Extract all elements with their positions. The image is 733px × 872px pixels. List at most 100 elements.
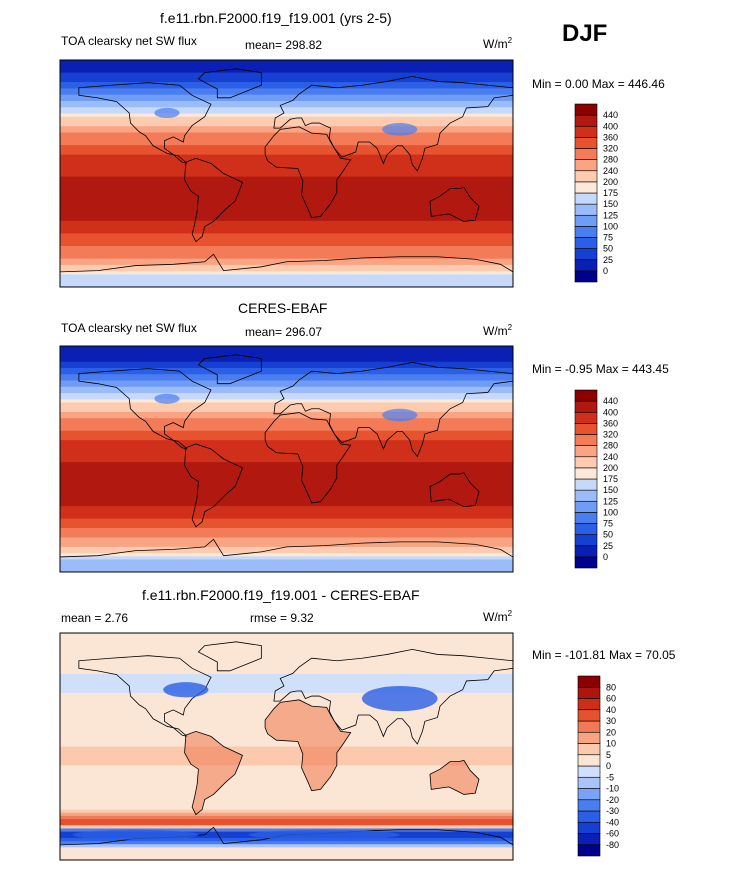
colorbar-swatch — [574, 489, 598, 502]
zonal-band — [60, 138, 513, 143]
zonal-band — [60, 160, 513, 165]
zonal-band — [60, 393, 513, 397]
zonal-band — [60, 411, 513, 416]
zonal-band — [60, 252, 513, 256]
zonal-band — [60, 781, 513, 785]
zonal-band — [60, 556, 513, 560]
zonal-band — [60, 658, 513, 662]
zonal-band — [60, 374, 513, 378]
zonal-band — [60, 179, 513, 184]
colorbar-swatch — [577, 675, 601, 688]
colorbar-swatch — [574, 423, 598, 435]
antarctica-outline — [60, 538, 513, 572]
zonal-band — [60, 408, 513, 413]
zonal-band — [60, 553, 513, 557]
map-frame — [59, 59, 514, 288]
zonal-band — [60, 440, 513, 444]
zonal-band — [60, 157, 513, 162]
colorbar-swatch — [574, 203, 598, 216]
south-america-outline — [184, 157, 243, 243]
zonal-band — [60, 217, 513, 222]
zonal-band — [60, 418, 513, 422]
colorbar-swatch — [577, 686, 601, 699]
map-panel-3 — [59, 632, 514, 861]
zonal-band — [60, 655, 513, 659]
zonal-band — [60, 850, 513, 855]
colorbar-tick-label: 50 — [603, 530, 613, 540]
zonal-band — [60, 170, 513, 174]
colorbar-swatch — [574, 400, 598, 413]
zonal-band — [60, 796, 513, 801]
map-frame — [59, 345, 514, 573]
zonal-band — [60, 509, 513, 513]
colorbar-tick-label: 100 — [603, 507, 618, 517]
colorbar-swatch — [574, 125, 598, 138]
zonal-band — [60, 446, 513, 451]
colorbar-swatch — [574, 259, 598, 272]
greenland-outline — [197, 354, 262, 385]
colorbar-tick-label: 75 — [603, 519, 613, 529]
colorbar-tick-label: -10 — [606, 784, 619, 794]
zonal-band — [60, 512, 513, 516]
colorbar-swatch — [577, 765, 601, 778]
zonal-band — [60, 462, 513, 466]
australia-outline — [429, 759, 480, 795]
north-america-outline — [78, 82, 212, 164]
zonal-band — [60, 261, 513, 266]
snow-patch — [382, 123, 418, 136]
colorbar-tick-label: 5 — [606, 750, 611, 760]
zonal-band — [60, 402, 513, 407]
zonal-band — [60, 380, 513, 385]
colorbar-swatch — [574, 467, 598, 480]
colorbar-tick-label: 50 — [603, 244, 613, 254]
zonal-band — [60, 468, 513, 473]
colorbar-swatch — [577, 754, 601, 767]
zonal-band — [60, 755, 513, 760]
zonal-band — [60, 415, 513, 419]
colorbar-tick-label: 360 — [603, 132, 618, 142]
colorbar-swatch — [574, 159, 598, 172]
zonal-band — [60, 107, 513, 111]
zonal-band — [60, 759, 513, 763]
panel1-title: f.e11.rbn.F2000.f19_f19.001 (yrs 2-5) — [160, 10, 392, 26]
colorbar-tick-label: 20 — [606, 727, 616, 737]
greenland-outline — [197, 641, 262, 672]
zonal-band — [60, 667, 513, 672]
colorbar-tick-label: 280 — [603, 155, 618, 165]
zonal-band — [60, 784, 513, 788]
zonal-band — [60, 740, 513, 744]
zonal-band — [60, 825, 513, 829]
zonal-band — [60, 97, 513, 102]
colorbar-tick-label: 280 — [603, 441, 618, 451]
zonal-band — [60, 110, 513, 115]
zonal-band — [60, 699, 513, 703]
colorbar-swatch — [574, 137, 598, 149]
colorbar-swatch — [577, 844, 601, 857]
colorbar-swatch — [574, 226, 598, 238]
zonal-band — [60, 104, 513, 108]
zonal-band — [60, 346, 513, 350]
panel3-units: W/m2 — [483, 609, 513, 624]
colorbar-swatch — [577, 776, 601, 789]
zonal-band — [60, 88, 513, 93]
africa-outline — [264, 699, 352, 792]
colorbar-swatch — [574, 411, 598, 424]
zonal-band — [60, 455, 513, 460]
zonal-band — [60, 540, 513, 545]
snow-patch — [154, 393, 180, 404]
colorbar-swatch — [577, 743, 601, 756]
zonal-band — [60, 268, 513, 272]
zonal-band — [60, 459, 513, 463]
colorbar-swatch — [574, 270, 598, 283]
zonal-band — [60, 258, 513, 263]
colorbar-swatch — [577, 810, 601, 823]
colorbar-tick-label: 240 — [603, 452, 618, 462]
zonal-band — [60, 192, 513, 197]
zonal-band — [60, 490, 513, 495]
colorbar-tick-label: 60 — [606, 694, 616, 704]
zonal-band — [60, 800, 513, 804]
zonal-band — [60, 94, 513, 99]
